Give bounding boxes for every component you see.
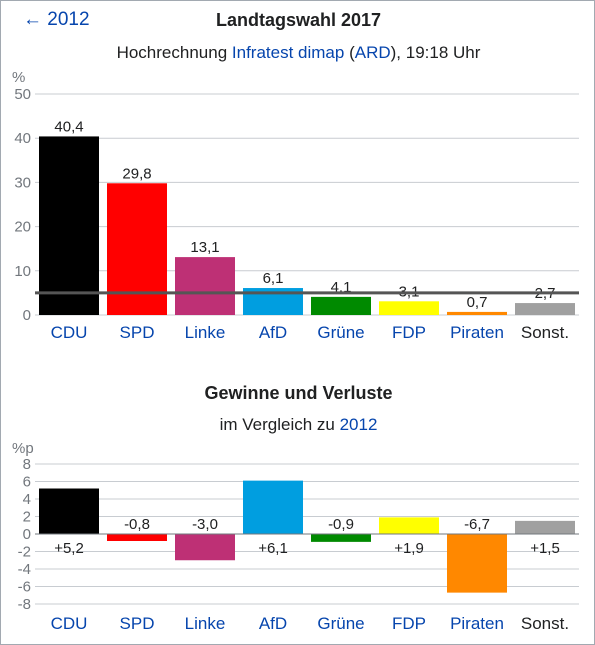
category-label-sonst: Sonst. [521,323,569,342]
subtitle-text-2: ( [344,43,355,62]
data-label: 29,8 [122,165,151,182]
y-tick-label: 4 [23,491,31,508]
bar-spd [107,534,167,541]
data-label: -6,7 [464,516,490,533]
bar-spd [107,183,167,315]
compare-2012-link[interactable]: 2012 [339,415,378,434]
category-label-fdp: FDP [392,614,426,633]
subtitle-text-3: ), 19:18 Uhr [390,43,481,62]
y-tick-label: 2 [23,509,31,526]
category-label-spd: SPD [120,614,155,633]
gains-losses-subtitle: im Vergleich zu 2012 [1,415,595,435]
data-label: 0,7 [467,294,488,311]
bar-grüne [311,534,371,542]
data-label: -0,8 [124,516,150,533]
subtitle-text-1: Hochrechnung [116,43,232,62]
bar-linke [175,257,235,315]
broadcaster-link[interactable]: ARD [354,43,391,62]
category-label-fdp: FDP [392,323,426,342]
bar-sonst [515,303,575,315]
back-link-2012[interactable]: ← 2012 [23,9,90,30]
chart-title: Landtagswahl 2017 [215,10,382,30]
bar-piraten [447,311,507,315]
bar-piraten [447,534,507,593]
y-axis-unit: % [12,69,25,86]
category-label-cdu: CDU [51,614,88,633]
category-label-spd: SPD [120,323,155,342]
category-label-linke: Linke [185,323,226,342]
category-label-piraten: Piraten [450,614,504,633]
bar-sonst [515,520,575,534]
bar-fdp [379,301,439,315]
y-axis-unit: %p [12,440,34,457]
y-tick-label: 30 [14,174,31,191]
bar-linke [175,534,235,561]
y-tick-label: 20 [14,219,31,236]
y-tick-label: 6 [23,474,31,491]
data-label: +1,9 [394,540,424,557]
bar-cdu [39,488,99,534]
data-label: +1,5 [530,540,560,557]
category-label-sonst: Sonst. [521,614,569,633]
y-tick-label: 40 [14,130,31,147]
data-label: 6,1 [263,270,284,287]
chart-subtitle: Hochrechnung Infratest dimap (ARD), 19:1… [1,43,595,63]
data-label: +5,2 [54,540,84,557]
category-label-grüne: Grüne [317,614,364,633]
y-tick-label: 8 [23,456,31,473]
category-label-afd: AfD [259,614,287,633]
category-label-cdu: CDU [51,323,88,342]
category-label-grüne: Grüne [317,323,364,342]
data-label: 40,4 [54,118,83,135]
y-tick-label: -4 [18,561,31,578]
y-tick-label: -6 [18,579,31,596]
category-label-linke: Linke [185,614,226,633]
category-label-piraten: Piraten [450,323,504,342]
bar-grüne [311,296,371,315]
y-tick-label: 0 [23,307,31,324]
gains-subtitle-text: im Vergleich zu [219,415,340,434]
y-tick-label: 10 [14,263,31,280]
y-tick-label: -2 [18,544,31,561]
category-label-afd: AfD [259,323,287,342]
data-label: +6,1 [258,540,288,557]
data-label: -0,9 [328,516,354,533]
y-tick-label: -8 [18,596,31,613]
vote-share-chart: % 0 10 20 30 40 50 40,4 CDU 29,8 SPD 13,1 Linke 6,1 Af… [12,69,579,342]
bar-cdu [39,136,99,315]
y-tick-label: 50 [14,86,31,103]
data-label: -3,0 [192,516,218,533]
y-tick-label: 0 [23,526,31,543]
gains-losses-title: Gewinne und Verluste [204,383,393,403]
bar-afd [243,480,303,534]
data-label: 13,1 [190,239,219,256]
pollster-link[interactable]: Infratest dimap [231,43,345,62]
bar-fdp [379,517,439,534]
